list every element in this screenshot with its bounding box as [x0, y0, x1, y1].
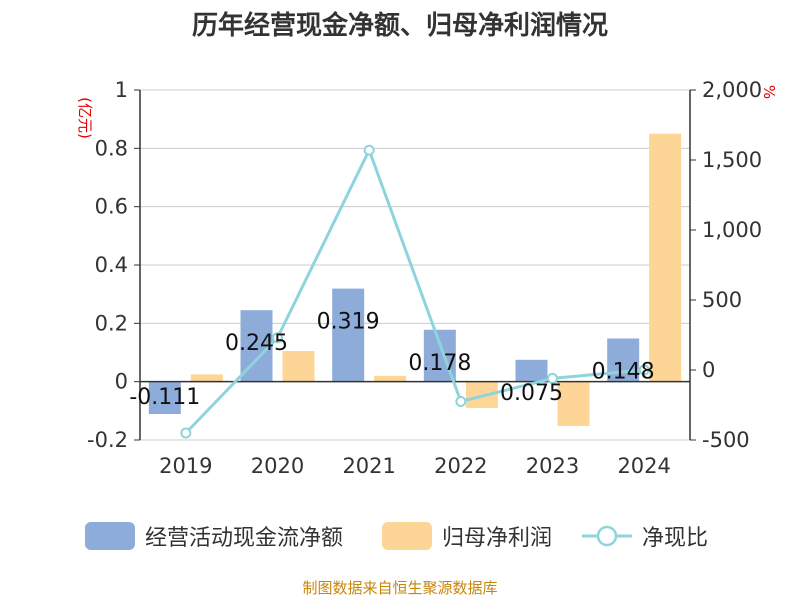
left-tick-label: 0.2: [95, 311, 128, 335]
left-tick-label: 1: [115, 78, 128, 102]
legend-label-cashflow: 经营活动现金流净额: [145, 526, 344, 551]
ratio-line-path: [184, 146, 645, 435]
legend-line-icon: [582, 525, 632, 547]
right-tick-label: 1,000: [702, 218, 762, 242]
cashflow-bar: [515, 359, 548, 382]
right-axis-unit: %: [760, 85, 778, 99]
right-tick-label: 0: [702, 358, 715, 382]
profit-bar: [374, 375, 407, 382]
cashflow-data-label: 0.319: [317, 310, 380, 335]
right-tick-label: 1,500: [702, 148, 762, 172]
cashflow-bar: [607, 338, 640, 382]
left-tick-label: 0.4: [95, 253, 128, 277]
ratio-point: [180, 427, 192, 439]
gridlines: [140, 89, 690, 441]
ratio-point: [455, 396, 467, 407]
profit-bar: [649, 133, 682, 382]
bars: [148, 133, 682, 426]
ratio-point: [272, 332, 283, 344]
x-tick-label: 2021: [342, 454, 395, 478]
left-tick-label: -0.2: [87, 428, 128, 452]
ratio-line: [180, 144, 650, 439]
cashflow-data-label: 0.245: [225, 331, 288, 356]
profit-bar: [190, 374, 223, 382]
chart-plot: -0.2 0 0.2 0.4 0.6 0.8 1 -500 0 500 1,000 1,500 2,00…: [76, 78, 778, 478]
legend: 经营活动现金流净额 归母净利润 净现比: [0, 512, 800, 556]
chart-title: 历年经营现金净额、归母净利润情况: [191, 11, 608, 41]
right-tick-label: 500: [702, 288, 742, 312]
cashflow-data-label: 0.075: [500, 381, 563, 406]
profit-bar: [282, 351, 315, 382]
cashflow-bar: [148, 381, 181, 415]
cashflow-data-label: -0.111: [129, 385, 200, 410]
x-tick-label: 2024: [617, 454, 670, 478]
left-axis-unit: (亿元): [76, 97, 94, 139]
x-tick-label: 2019: [159, 454, 212, 478]
ratio-point: [547, 372, 558, 384]
legend-swatch-profit: [382, 522, 432, 550]
legend-swatch-cashflow: [85, 522, 135, 550]
legend-item-profit[interactable]: 归母净利润: [382, 520, 552, 552]
cashflow-bar: [332, 288, 365, 382]
profit-bar: [557, 381, 590, 426]
legend-item-cashflow[interactable]: 经营活动现金流净额: [85, 520, 343, 552]
right-tick-label: -500: [702, 428, 750, 452]
data-labels: -0.111 0.245 0.319 0.178 0.075 0.148: [129, 310, 654, 410]
left-tick-label: 0.8: [95, 136, 128, 160]
legend-label-ratio: 净现比: [642, 526, 709, 551]
cashflow-data-label: 0.148: [592, 360, 655, 385]
ratio-point: [638, 364, 650, 376]
x-tick-label: 2023: [526, 454, 579, 478]
x-tick-label: 2020: [251, 454, 304, 478]
legend-label-profit: 归母净利润: [442, 526, 553, 551]
x-tick-label: 2022: [434, 454, 487, 478]
source-note: 制图数据来自恒生聚源数据库: [302, 579, 498, 597]
left-tick-label: 0.6: [95, 195, 128, 219]
axes: -0.2 0 0.2 0.4 0.6 0.8 1 -500 0 500 1,000 1,500 2,00…: [87, 78, 762, 478]
cashflow-data-label: 0.178: [408, 351, 471, 376]
right-tick-label: 2,000: [702, 78, 762, 102]
left-tick-label: 0: [115, 370, 128, 394]
legend-item-ratio[interactable]: 净现比: [580, 520, 708, 552]
ratio-point: [363, 144, 375, 156]
